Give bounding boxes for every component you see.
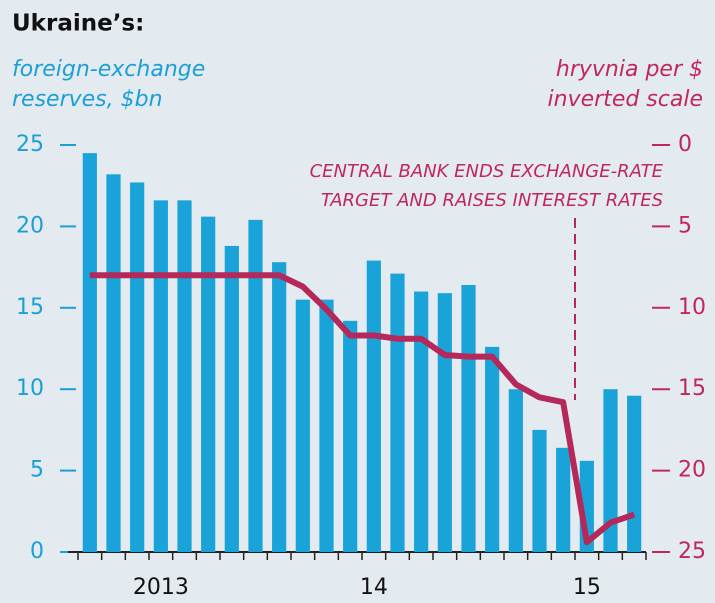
bar [343, 320, 358, 552]
y-tick-label: 5 [30, 458, 44, 483]
y2-tick-label: 25 [678, 539, 706, 564]
y-tick-label: 20 [16, 213, 44, 238]
bar [556, 447, 571, 552]
bar [224, 245, 239, 552]
y-tick-label: 10 [16, 376, 44, 401]
bar [201, 216, 216, 552]
bar [82, 153, 97, 552]
annotation: CENTRAL BANK ENDS EXCHANGE-RATE [310, 161, 664, 182]
bar [319, 299, 334, 552]
bar [485, 346, 500, 552]
y2-tick-label: 5 [678, 213, 692, 238]
bar [508, 389, 523, 552]
bar [177, 200, 192, 553]
bar [414, 291, 429, 552]
bar [461, 285, 476, 552]
bar [106, 174, 121, 552]
y-tick-label: 15 [16, 295, 44, 320]
bar [437, 293, 452, 552]
y2-tick-label: 15 [678, 376, 706, 401]
bar [627, 395, 642, 552]
y2-axis-label: inverted scale [548, 87, 703, 112]
y2-tick-label: 20 [678, 458, 706, 483]
y2-tick-label: 0 [678, 132, 692, 157]
bar [130, 182, 145, 552]
x-tick-label: 14 [360, 575, 388, 600]
y2-tick-label: 10 [678, 295, 706, 320]
line [89, 272, 636, 546]
x-tick-label: 2013 [133, 575, 189, 600]
bar [532, 429, 547, 552]
bar [272, 262, 287, 552]
bar [295, 299, 310, 552]
y2-axis-label: hryvnia per $ [556, 57, 703, 82]
y-axis-label: reserves, $bn [12, 87, 163, 112]
chart-title: Ukraine’s: [12, 11, 144, 37]
bar [248, 219, 263, 552]
x-tick-label: 15 [573, 575, 601, 600]
bar [390, 273, 405, 552]
bar [603, 389, 618, 552]
bar [366, 260, 381, 552]
y-axis-label: foreign-exchange [12, 57, 205, 82]
y-tick-label: 0 [30, 539, 44, 564]
bar [153, 200, 168, 553]
annotation: TARGET AND RAISES INTEREST RATES [321, 190, 663, 211]
y-tick-label: 25 [16, 132, 44, 157]
